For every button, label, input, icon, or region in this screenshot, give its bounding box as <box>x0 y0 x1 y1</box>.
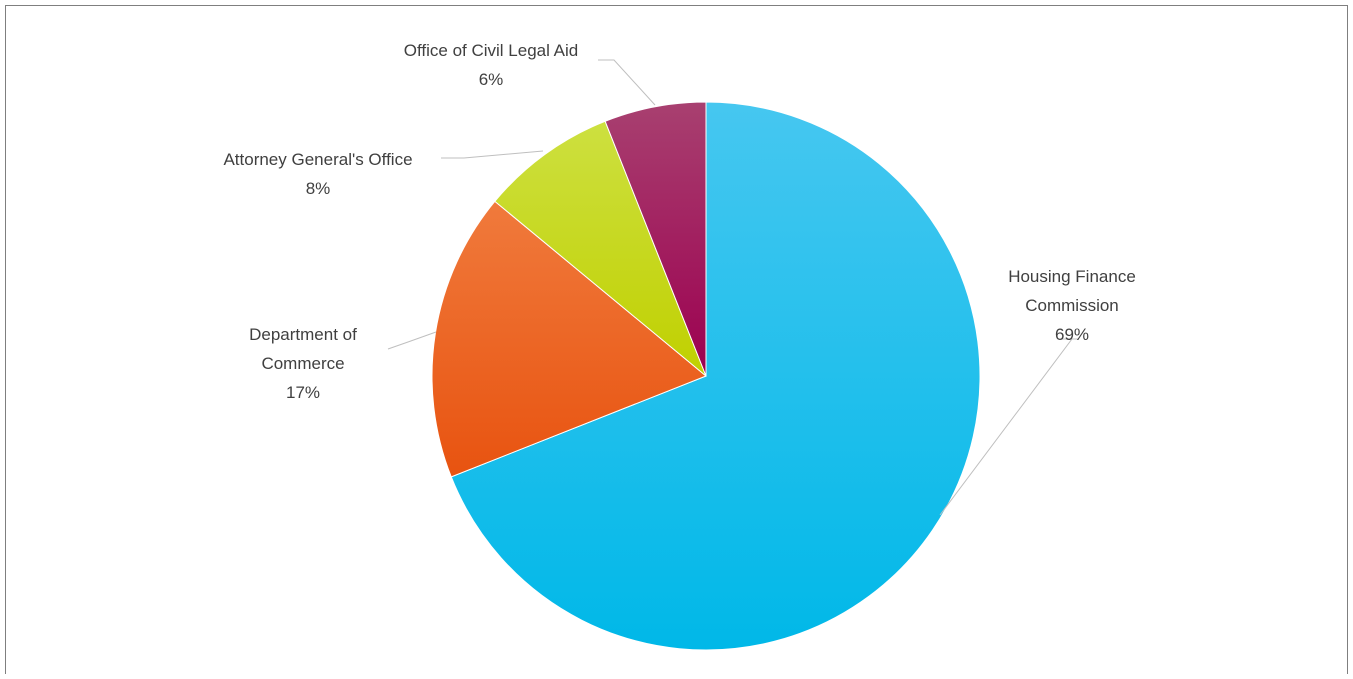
slice-labels: Housing Finance Commission 69% Department o… <box>223 41 1135 402</box>
slice-percent-label: 8% <box>306 179 331 198</box>
leader-line <box>939 338 1079 516</box>
slice-name-label: Attorney General's Office <box>223 150 412 169</box>
leader-line <box>387 331 437 350</box>
slice-label: Office of Civil Legal Aid 6% <box>404 41 579 89</box>
leader-line <box>441 150 544 159</box>
slice-name-label: Housing Finance <box>1008 267 1136 286</box>
slice-name-label: Commerce <box>261 354 344 373</box>
slice-name-label: Office of Civil Legal Aid <box>404 41 579 60</box>
slice-percent-label: 69% <box>1055 325 1089 344</box>
label-leader-lines <box>387 59 1079 516</box>
slice-percent-label: 6% <box>479 70 504 89</box>
pie-slice <box>431 200 707 478</box>
slice-name-label: Commission <box>1025 296 1119 315</box>
slice-percent-label: 17% <box>286 383 320 402</box>
pie-slice <box>494 120 707 377</box>
pie-slices <box>431 101 981 651</box>
slice-name-label: Department of <box>249 325 357 344</box>
pie-slice <box>604 101 707 377</box>
slice-label: Attorney General's Office 8% <box>223 150 412 198</box>
leader-line <box>598 59 656 106</box>
slice-label: Housing Finance Commission 69% <box>1008 267 1136 344</box>
pie-slice <box>450 101 981 651</box>
slice-label: Department of Commerce 17% <box>249 325 357 402</box>
